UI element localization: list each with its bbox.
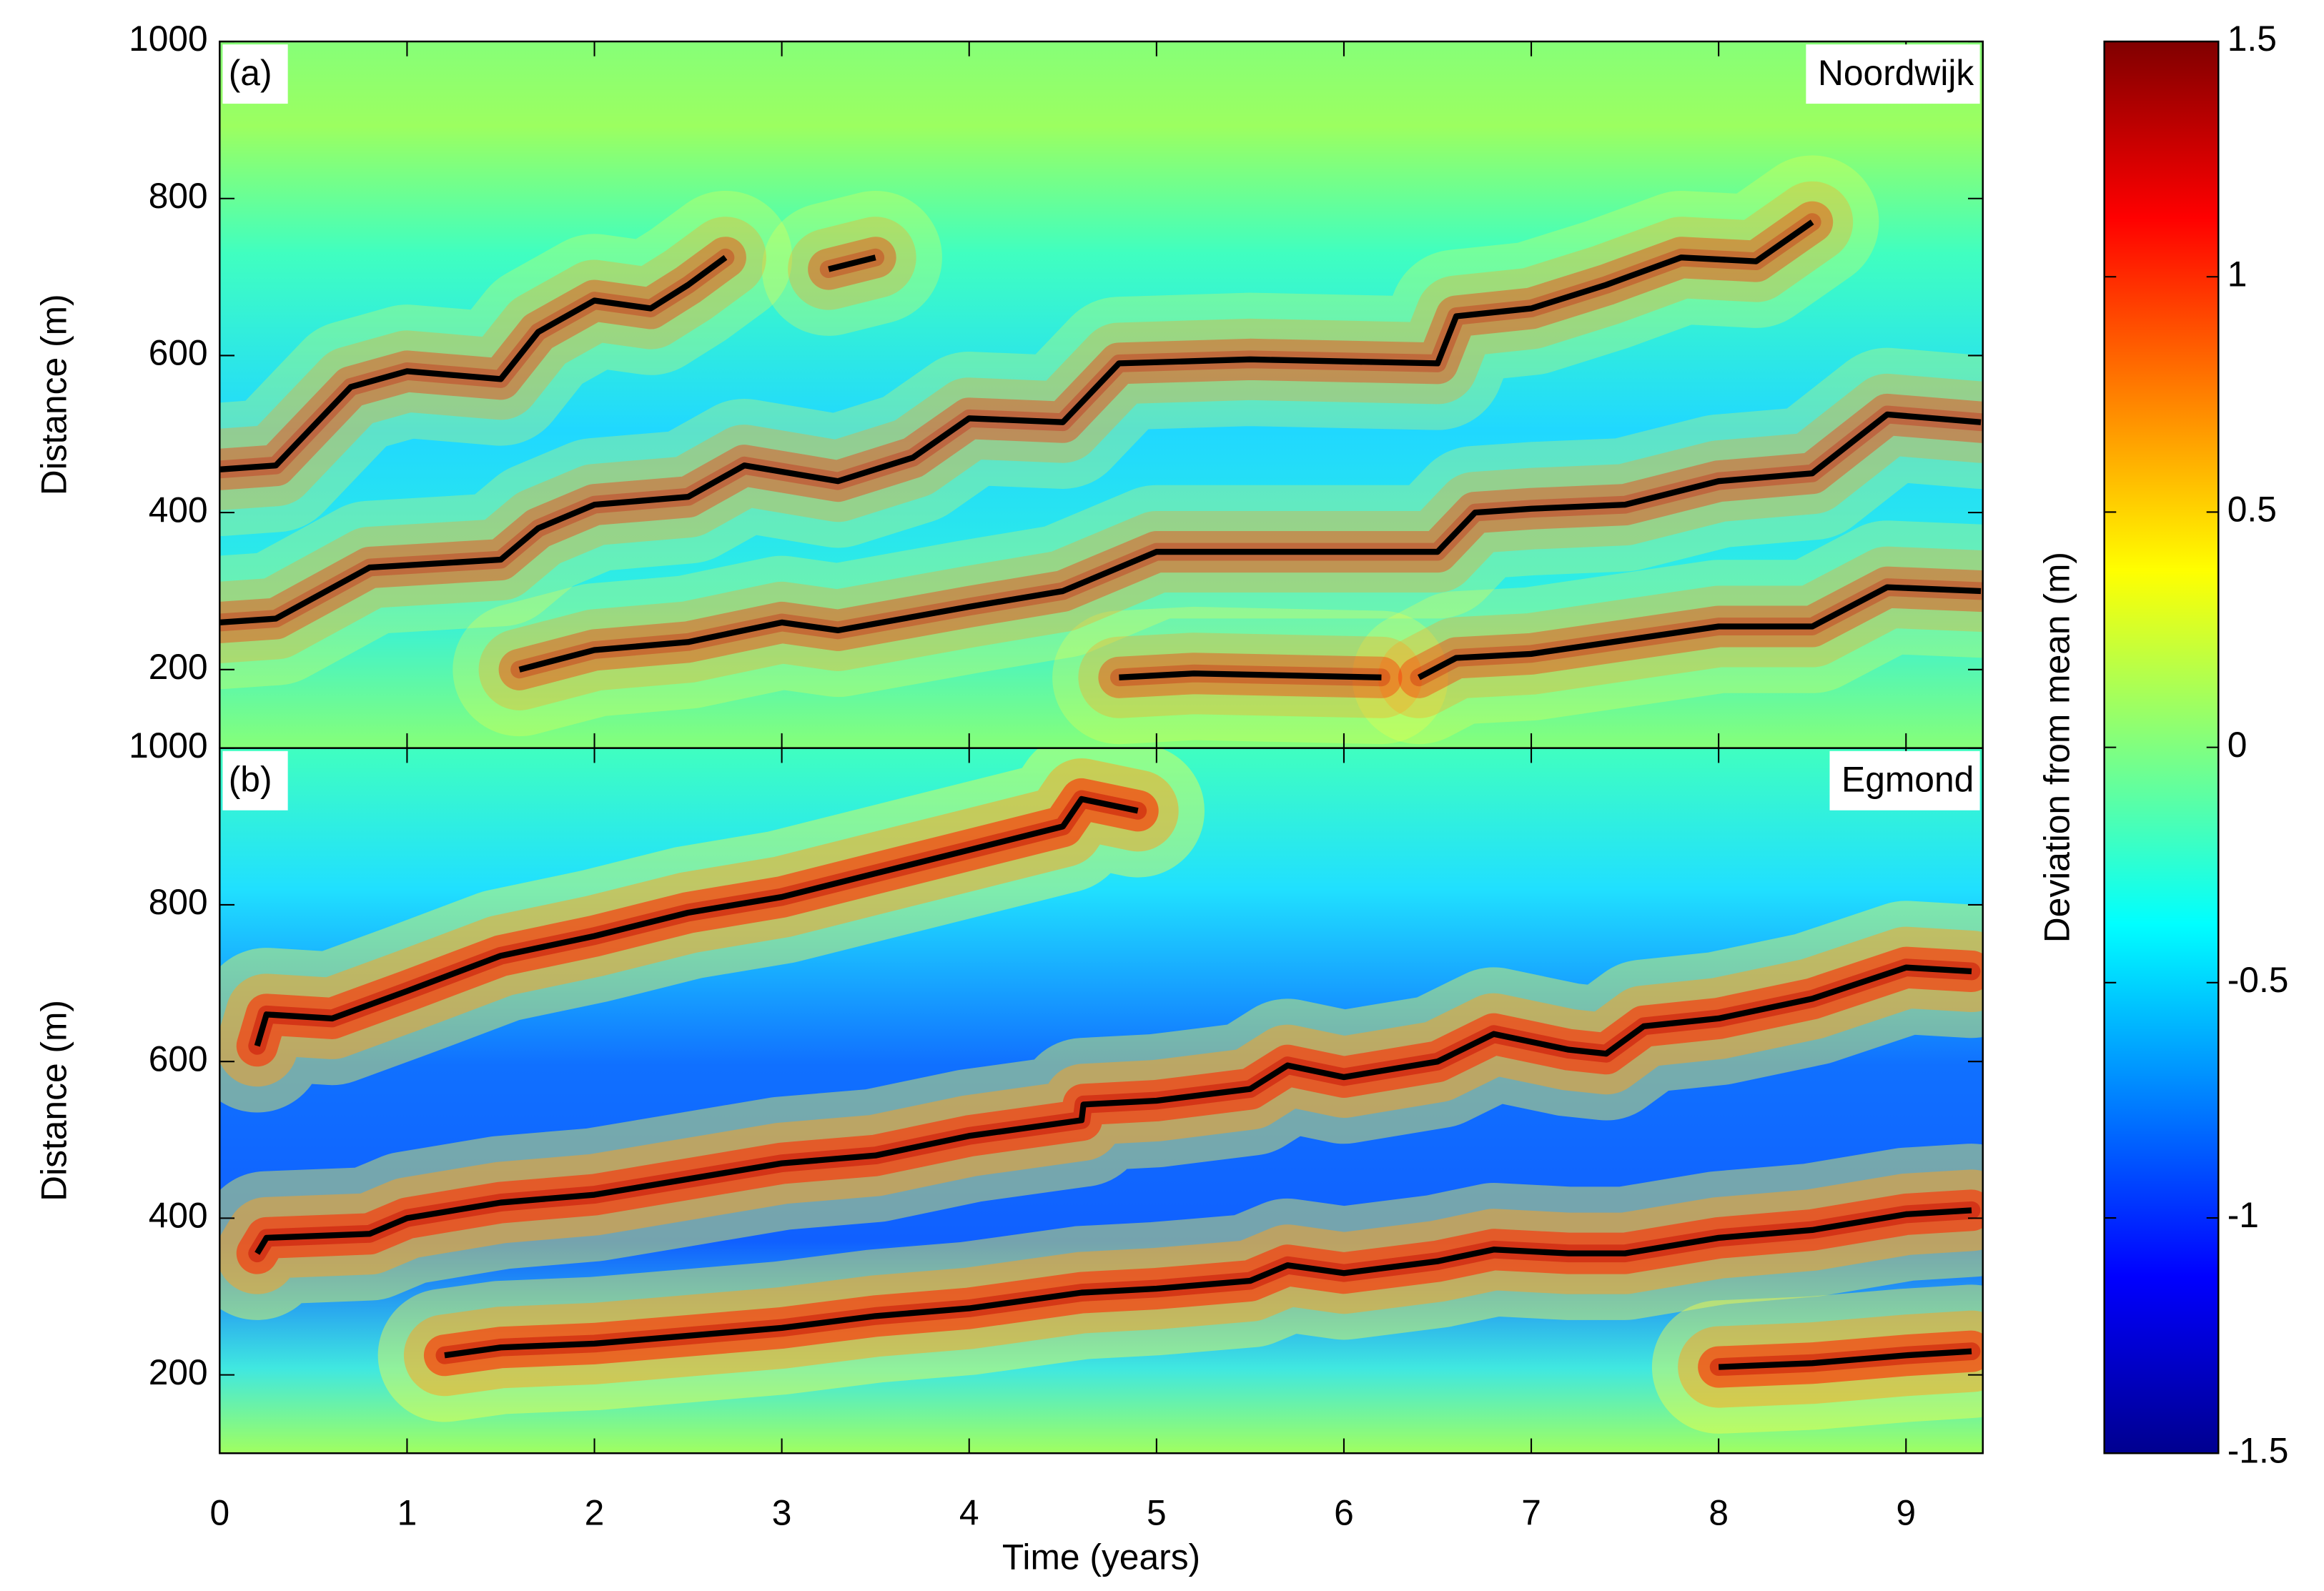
- colorbar-tick-label: -1.5: [2227, 1430, 2289, 1470]
- plot-layer: [219, 155, 1983, 745]
- x-tick-label: 7: [1521, 1492, 1541, 1532]
- crest-line: [254, 964, 1972, 1255]
- y-tick-label: 1000: [129, 725, 208, 765]
- crest-line: [1417, 584, 1982, 680]
- colorbar-tick-label: 1.5: [2227, 19, 2277, 59]
- y-axis-label: Distance (m): [34, 1000, 74, 1201]
- crest-line: [1719, 1348, 1972, 1370]
- crest-line: [828, 254, 876, 272]
- y-tick-label: 800: [149, 882, 208, 922]
- colorbar-tick-label: -1: [2227, 1195, 2259, 1235]
- panel-label: (b): [229, 759, 272, 799]
- crest-line: [518, 411, 1982, 673]
- crest-line: [444, 1207, 1972, 1359]
- x-tick-label: 8: [1709, 1492, 1729, 1532]
- colorbar-tick-label: 0.5: [2227, 490, 2277, 530]
- axes-frame: [219, 747, 1984, 1454]
- crest-line: [219, 254, 728, 472]
- colorbar: [2103, 40, 2220, 1454]
- crest-line: [1119, 670, 1382, 680]
- x-tick-label: 5: [1147, 1492, 1167, 1532]
- x-tick-label: 4: [959, 1492, 979, 1532]
- colorbar-tick-label: 0: [2227, 725, 2248, 765]
- colorbar-tick-label: 1: [2227, 254, 2248, 294]
- y-tick-label: 400: [149, 490, 208, 530]
- x-tick-label: 3: [772, 1492, 792, 1532]
- x-tick-label: 0: [209, 1492, 229, 1532]
- y-axis-label: Distance (m): [34, 294, 74, 495]
- plot-layer: [219, 748, 1983, 1434]
- panel-label-box: [222, 44, 288, 104]
- y-tick-label: 800: [149, 176, 208, 216]
- y-tick-label: 1000: [129, 19, 208, 59]
- y-tick-label: 400: [149, 1196, 208, 1236]
- x-tick-label: 2: [585, 1492, 605, 1532]
- crest-line: [254, 796, 1139, 1047]
- panel-title: Egmond: [1841, 759, 1974, 799]
- y-tick-label: 600: [149, 1039, 208, 1079]
- panel-title: Noordwijk: [1818, 53, 1974, 93]
- y-tick-label: 200: [149, 1352, 208, 1392]
- panel-label: (a): [229, 53, 272, 93]
- colorbar-label: Deviation from mean (m): [2037, 552, 2077, 943]
- x-axis-label: Time (years): [1002, 1537, 1200, 1577]
- panel-title-box: [1829, 750, 1980, 811]
- panel-title-box: [1806, 44, 1980, 104]
- panel-label-box: [222, 750, 288, 811]
- x-tick-label: 9: [1896, 1492, 1916, 1532]
- y-tick-label: 600: [149, 333, 208, 373]
- crest-line: [219, 219, 1814, 626]
- colorbar-tick-label: -0.5: [2227, 960, 2289, 1000]
- y-tick-label: 200: [149, 647, 208, 687]
- x-tick-label: 1: [397, 1492, 417, 1532]
- x-tick-label: 6: [1334, 1492, 1354, 1532]
